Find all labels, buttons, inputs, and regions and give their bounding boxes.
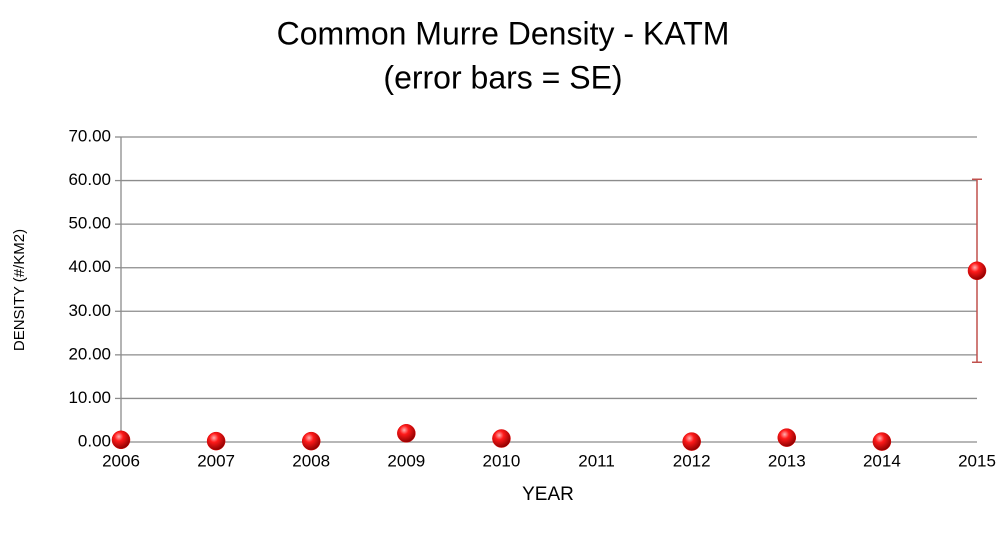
y-tick-label: 20.00 <box>68 344 111 363</box>
y-tick-label: 30.00 <box>68 301 111 320</box>
y-tick-label: 50.00 <box>68 214 111 233</box>
x-tick-label: 2007 <box>197 451 235 470</box>
x-tick-label: 2013 <box>768 451 806 470</box>
chart-title: Common Murre Density - KATM <box>277 15 730 51</box>
chart-subtitle: (error bars = SE) <box>383 59 622 95</box>
y-tick-label: 60.00 <box>68 170 111 189</box>
data-point <box>492 429 511 448</box>
x-tick-label: 2012 <box>673 451 711 470</box>
data-point <box>206 431 226 451</box>
data-point <box>777 428 797 447</box>
x-tick-label: 2014 <box>863 451 901 470</box>
y-tick-label: 70.00 <box>68 126 111 145</box>
x-tick-label: 2011 <box>578 451 615 470</box>
data-point <box>397 424 416 443</box>
y-tick-label: 0.00 <box>78 431 111 450</box>
data-point <box>682 432 701 451</box>
x-tick-label: 2008 <box>292 451 330 470</box>
y-tick-label: 10.00 <box>68 388 111 407</box>
data-point <box>301 431 321 451</box>
data-point <box>111 430 131 450</box>
x-tick-label: 2015 <box>958 451 996 470</box>
y-axis-title: DENSITY (#/KM2) <box>11 229 28 351</box>
y-tick-label: 40.00 <box>68 257 111 276</box>
data-point <box>872 432 892 451</box>
x-tick-label: 2006 <box>102 451 140 470</box>
x-axis-title: YEAR <box>522 484 574 505</box>
x-tick-label: 2010 <box>483 451 521 470</box>
data-point <box>967 261 987 281</box>
x-tick-label: 2009 <box>387 451 425 470</box>
